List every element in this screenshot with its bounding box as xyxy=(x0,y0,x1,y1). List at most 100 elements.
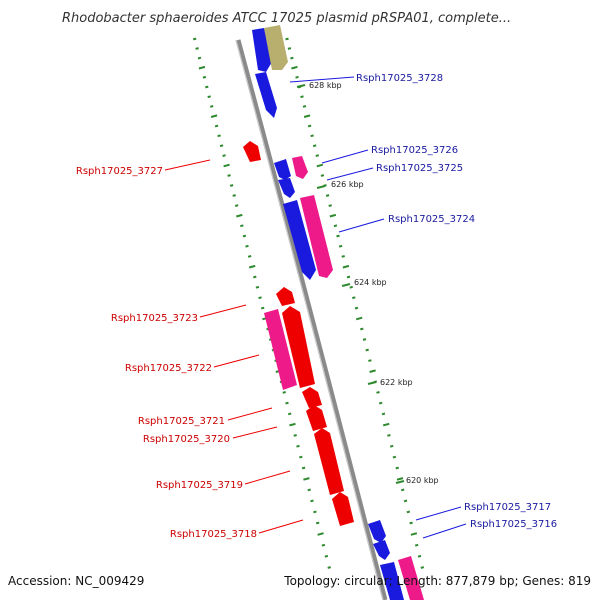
outer-tick-mark xyxy=(409,521,413,525)
gene-arrow-rsph17025-3722-red[interactable] xyxy=(282,306,315,388)
outer-tick-mark xyxy=(329,213,337,218)
outer-tick-mark xyxy=(362,338,367,341)
gene-arrow-rsph17025-3725[interactable] xyxy=(274,159,291,180)
outer-tick-mark xyxy=(316,163,324,168)
outer-tick-mark xyxy=(381,412,386,416)
outer-tick-mark xyxy=(312,144,317,148)
gene-arrow-rsph17025-3719[interactable] xyxy=(314,428,344,495)
kbp-tick-628 xyxy=(296,84,306,88)
gene-arrow-rsph17025-3717[interactable] xyxy=(368,520,386,543)
inner-tick-mark xyxy=(260,306,265,310)
outer-tick-mark xyxy=(406,510,411,514)
outer-tick-mark xyxy=(355,316,363,321)
gene-arrow-rsph17025-3724[interactable] xyxy=(300,195,333,278)
gene-arrow-rsph17025-3724-blue[interactable] xyxy=(283,200,316,280)
gene-label-rsph17025-3719[interactable]: Rsph17025_3719 xyxy=(156,480,243,491)
outer-tick-mark xyxy=(382,422,390,427)
kbp-tick-620 xyxy=(395,480,405,484)
outer-tick-mark xyxy=(389,444,394,448)
kbp-tick-624 xyxy=(341,283,351,287)
outer-tick-mark xyxy=(291,65,298,70)
inner-tick-mark xyxy=(299,455,303,459)
inner-tick-mark xyxy=(310,499,314,503)
kbp-label-620: 620 kbp xyxy=(406,476,439,485)
inner-tick-mark xyxy=(282,391,286,394)
gene-label-rsph17025-3720[interactable]: Rsph17025_3720 xyxy=(143,434,230,445)
inner-tick-mark xyxy=(327,566,331,569)
inner-tick-mark xyxy=(232,194,236,197)
gene-label-rsph17025-3717[interactable]: Rsph17025_3717 xyxy=(464,502,551,513)
gene-arrow-rsph17025-3720[interactable] xyxy=(306,405,327,431)
inner-tick-mark xyxy=(197,56,202,60)
gene-arrow-rsph17025-3718[interactable] xyxy=(332,492,354,526)
accession-label: Accession: NC_009429 xyxy=(8,574,144,588)
inner-tick-mark xyxy=(227,174,231,177)
kbp-label-624: 624 kbp xyxy=(354,278,387,287)
inner-tick-mark xyxy=(289,422,296,427)
outer-tick-mark xyxy=(392,455,397,459)
gene-label-rsph17025-3724[interactable]: Rsph17025_3724 xyxy=(388,214,475,225)
inner-tick-mark xyxy=(247,255,252,258)
outer-tick-mark xyxy=(387,434,391,437)
gene-arrow-rsph17025-3728[interactable] xyxy=(255,72,277,118)
inner-tick-mark xyxy=(229,184,234,187)
gene-arrow-rsph17025-3721[interactable] xyxy=(302,387,322,408)
leader-rsph17025-3723 xyxy=(199,304,247,318)
leader-rsph17025-3728 xyxy=(289,76,355,83)
genome-backbone-highlight xyxy=(235,39,384,600)
inner-tick-mark xyxy=(223,163,230,168)
kbp-label-628: 628 kbp xyxy=(309,81,342,90)
gene-arrow-rsph17025-3726[interactable] xyxy=(292,156,308,179)
inner-tick-mark xyxy=(303,477,310,481)
gene-arrow-rsph17025-3725-b[interactable] xyxy=(278,178,295,198)
gene-arrow-rsph17025-3723[interactable] xyxy=(276,287,295,306)
inner-tick-mark xyxy=(313,510,317,514)
outer-tick-mark xyxy=(368,359,372,362)
gene-arrow-bottom-blue[interactable] xyxy=(380,562,404,600)
inner-tick-mark xyxy=(285,401,289,405)
outer-tick-mark xyxy=(336,234,340,238)
outer-tick-mark xyxy=(310,134,314,138)
inner-tick-mark xyxy=(255,285,260,289)
inner-tick-mark xyxy=(222,154,226,157)
gene-label-rsph17025-3722[interactable]: Rsph17025_3722 xyxy=(125,363,212,374)
gene-label-rsph17025-3716[interactable]: Rsph17025_3716 xyxy=(470,519,557,530)
gene-label-rsph17025-3725[interactable]: Rsph17025_3725 xyxy=(376,163,463,174)
gene-label-rsph17025-3726[interactable]: Rsph17025_3726 xyxy=(371,145,458,156)
outer-tick-mark xyxy=(417,554,422,558)
outer-tick-mark xyxy=(369,369,376,373)
gene-label-rsph17025-3723[interactable]: Rsph17025_3723 xyxy=(111,313,198,324)
genome-info-label: Topology: circular; Length: 877,879 bp; … xyxy=(283,574,591,588)
outer-tick-mark xyxy=(320,174,325,177)
inner-tick-mark xyxy=(248,264,256,269)
gene-arrow-rsph17025-3727[interactable] xyxy=(243,141,261,162)
gene-label-rsph17025-3728[interactable]: Rsph17025_3728 xyxy=(356,73,443,84)
leader-rsph17025-3725 xyxy=(326,167,374,181)
gene-arrow-rsph17025-3722[interactable] xyxy=(264,309,297,390)
outer-tick-mark xyxy=(325,194,330,197)
gene-arrow-bottom-pink[interactable] xyxy=(398,556,424,600)
leader-rsph17025-3726 xyxy=(321,149,369,164)
leader-rsph17025-3716 xyxy=(422,523,467,539)
gene-arrow-olive[interactable] xyxy=(264,25,288,70)
outer-tick-mark xyxy=(414,543,419,547)
gene-label-rsph17025-3721[interactable]: Rsph17025_3721 xyxy=(138,416,225,427)
genome-backbone xyxy=(235,39,388,600)
inner-tick-mark xyxy=(234,204,239,207)
gene-label-rsph17025-3718[interactable]: Rsph17025_3718 xyxy=(170,529,257,540)
outer-tick-mark xyxy=(303,114,311,118)
inner-tick-mark xyxy=(317,532,324,536)
outer-tick-mark xyxy=(378,401,383,405)
gene-label-rsph17025-3727[interactable]: Rsph17025_3727 xyxy=(76,166,163,177)
inner-tick-mark xyxy=(307,488,311,492)
inner-tick-mark xyxy=(209,105,214,108)
inner-tick-mark xyxy=(205,85,209,89)
kbp-label-626: 626 kbp xyxy=(331,180,364,189)
gene-arrow-top-blue[interactable] xyxy=(252,28,272,72)
gene-arrow-rsph17025-3716[interactable] xyxy=(373,540,390,560)
inner-tick-mark xyxy=(202,75,207,79)
inner-tick-mark xyxy=(214,124,219,128)
outer-tick-mark xyxy=(346,275,351,279)
